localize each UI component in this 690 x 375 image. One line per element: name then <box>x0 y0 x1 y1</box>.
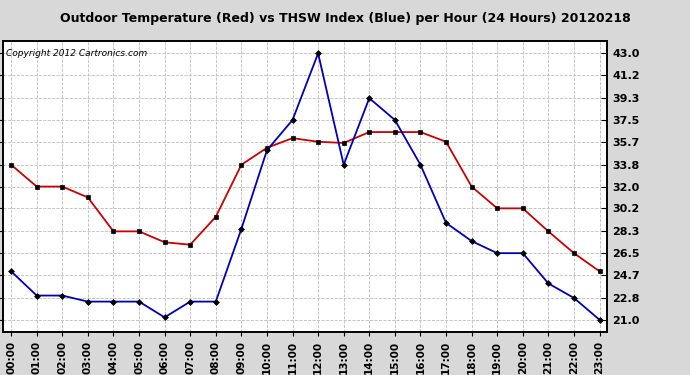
Text: Outdoor Temperature (Red) vs THSW Index (Blue) per Hour (24 Hours) 20120218: Outdoor Temperature (Red) vs THSW Index … <box>59 12 631 25</box>
Text: Copyright 2012 Cartronics.com: Copyright 2012 Cartronics.com <box>6 48 148 57</box>
